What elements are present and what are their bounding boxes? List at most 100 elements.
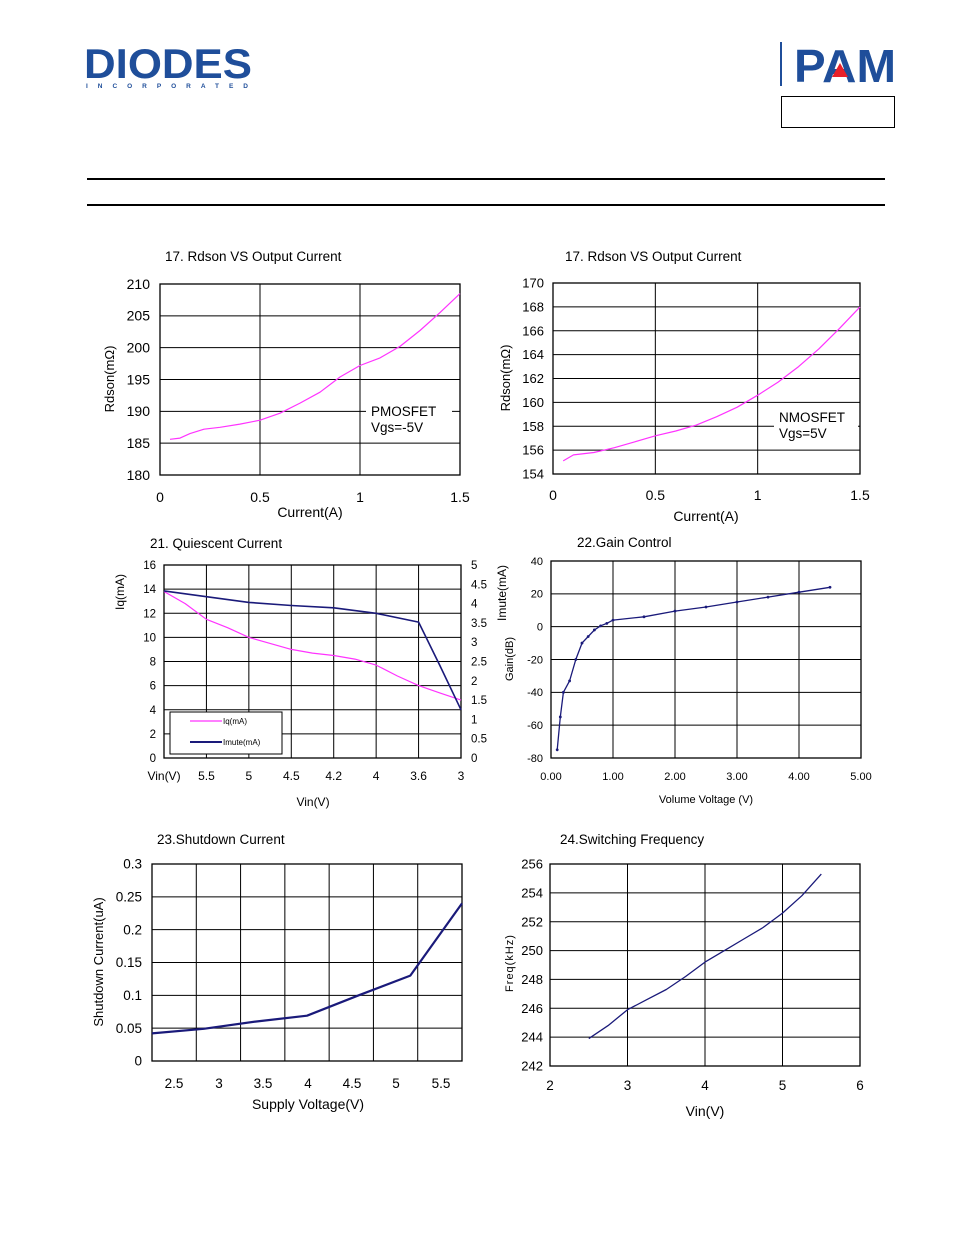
- y-tick-label: 158: [522, 419, 544, 434]
- y2-axis-label: Imute(mA): [495, 565, 509, 621]
- x-tick-label: Vin(V): [147, 769, 180, 783]
- x-tick-label: 5: [779, 1078, 787, 1093]
- data-point: [797, 590, 801, 594]
- y-tick-label: 0: [150, 753, 156, 765]
- y-tick-label: 185: [127, 435, 151, 451]
- x-tick-label: 3.6: [410, 769, 427, 783]
- header-rule-bottom: [87, 204, 885, 206]
- plot-area: [550, 560, 862, 759]
- data-point: [593, 628, 596, 632]
- data-point: [642, 615, 646, 619]
- y-tick-label: -20: [527, 654, 543, 666]
- y-tick-label: 170: [522, 276, 544, 291]
- y2-tick-label: 1: [471, 714, 477, 726]
- x-axis-label: Current(A): [673, 508, 738, 524]
- series-line-shutdown: [151, 902, 463, 1035]
- annotation-line2: Vgs=5V: [779, 426, 827, 441]
- plot-area: [549, 863, 861, 1067]
- data-point: [555, 748, 559, 752]
- y2-tick-label: 4.5: [471, 579, 487, 591]
- plot-area: [151, 863, 463, 1062]
- y-tick-label: 0.15: [116, 955, 142, 970]
- y-tick-label: 205: [127, 308, 151, 324]
- y2-tick-label: 3.5: [471, 618, 487, 630]
- header-rule-top: [87, 178, 885, 180]
- y-tick-label: 242: [521, 1059, 543, 1074]
- y-tick-label: 0.05: [116, 1021, 142, 1036]
- pam-logo-triangle: [832, 63, 848, 77]
- x-tick-label: 3.5: [254, 1076, 273, 1091]
- y-tick-label: 14: [143, 584, 156, 596]
- x-tick-label: 0.00: [540, 771, 561, 783]
- y-axis-label: Rdson(mΩ): [102, 346, 117, 413]
- data-point: [558, 715, 562, 719]
- y-tick-label: 180: [127, 467, 151, 483]
- y2-tick-label: 4: [471, 599, 478, 611]
- legend-label-imute: Imute(mA): [223, 738, 261, 747]
- x-tick-label: 0.5: [250, 489, 270, 505]
- data-point: [828, 585, 832, 589]
- x-tick-label: 4.5: [283, 769, 300, 783]
- x-tick-label: 0.5: [646, 487, 666, 503]
- x-tick-label: 3: [624, 1078, 632, 1093]
- plot-frame: [151, 863, 463, 1062]
- series-line-pmosfet: [169, 293, 461, 440]
- x-tick-label: 0: [549, 487, 557, 503]
- y-tick-label: 166: [522, 323, 544, 338]
- y-tick-label: -40: [527, 687, 543, 699]
- annotation-background: [366, 400, 452, 440]
- y-tick-label: 200: [127, 340, 151, 356]
- x-tick-label: 5: [246, 769, 253, 783]
- y-tick-label: 4: [150, 705, 157, 717]
- y-tick-label: 6: [150, 681, 156, 693]
- y-tick-label: 246: [521, 1001, 543, 1016]
- x-tick-label: 0: [156, 489, 164, 505]
- y-tick-label: 0: [537, 622, 543, 634]
- x-axis-label: Vin(V): [296, 795, 329, 809]
- x-tick-label: 3: [458, 769, 465, 783]
- x-axis-label: Supply Voltage(V): [252, 1096, 364, 1112]
- x-tick-label: 4.5: [343, 1076, 362, 1091]
- data-point: [766, 595, 770, 599]
- legend-label-iq: Iq(mA): [223, 717, 247, 726]
- x-tick-label: 1.5: [450, 489, 470, 505]
- series-line-freq: [588, 873, 822, 1040]
- y-tick-label: 0.2: [123, 922, 142, 937]
- y-tick-label: 195: [127, 371, 151, 387]
- annotation-line1: PMOSFET: [371, 404, 436, 419]
- y2-tick-label: 2: [471, 676, 477, 688]
- data-point: [586, 635, 590, 638]
- x-tick-label: 4.00: [788, 771, 809, 783]
- x-tick-label: 5.00: [850, 771, 871, 783]
- y-tick-label: 244: [521, 1030, 543, 1045]
- y-tick-label: 16: [143, 560, 156, 572]
- annotation-line2: Vgs=-5V: [371, 420, 423, 435]
- y-axis-label: Gain(dB): [504, 637, 516, 681]
- x-tick-label: 2.5: [165, 1076, 184, 1091]
- y-tick-label: 0.25: [116, 890, 142, 905]
- pam-logo-text: PAM: [794, 40, 896, 90]
- x-axis-label: Volume Voltage (V): [659, 794, 753, 806]
- data-point: [605, 621, 609, 625]
- x-tick-label: 4.2: [325, 769, 342, 783]
- chart-title: 22.Gain Control: [577, 535, 672, 550]
- annotation-line1: NMOSFET: [779, 410, 845, 425]
- data-point: [704, 605, 708, 609]
- y-tick-label: 0.3: [123, 857, 142, 872]
- series-line-nmosfet: [562, 306, 861, 462]
- y-tick-label: 250: [521, 943, 543, 958]
- y-tick-label: 0: [134, 1054, 142, 1069]
- y-tick-label: 10: [143, 632, 156, 644]
- x-tick-label: 5.5: [198, 769, 215, 783]
- y2-tick-label: 2.5: [471, 657, 487, 669]
- pam-logo: PAM: [780, 40, 896, 90]
- data-point: [574, 658, 578, 661]
- y-axis-label: Shutdown Current(uA): [91, 897, 106, 1026]
- x-tick-label: 1: [356, 489, 364, 505]
- x-tick-label: 3: [215, 1076, 223, 1091]
- plot-frame: [163, 564, 462, 759]
- x-tick-label: 5.5: [432, 1076, 451, 1091]
- y-tick-label: 20: [531, 589, 543, 601]
- y-axis-label: Freq(kHz): [504, 934, 516, 992]
